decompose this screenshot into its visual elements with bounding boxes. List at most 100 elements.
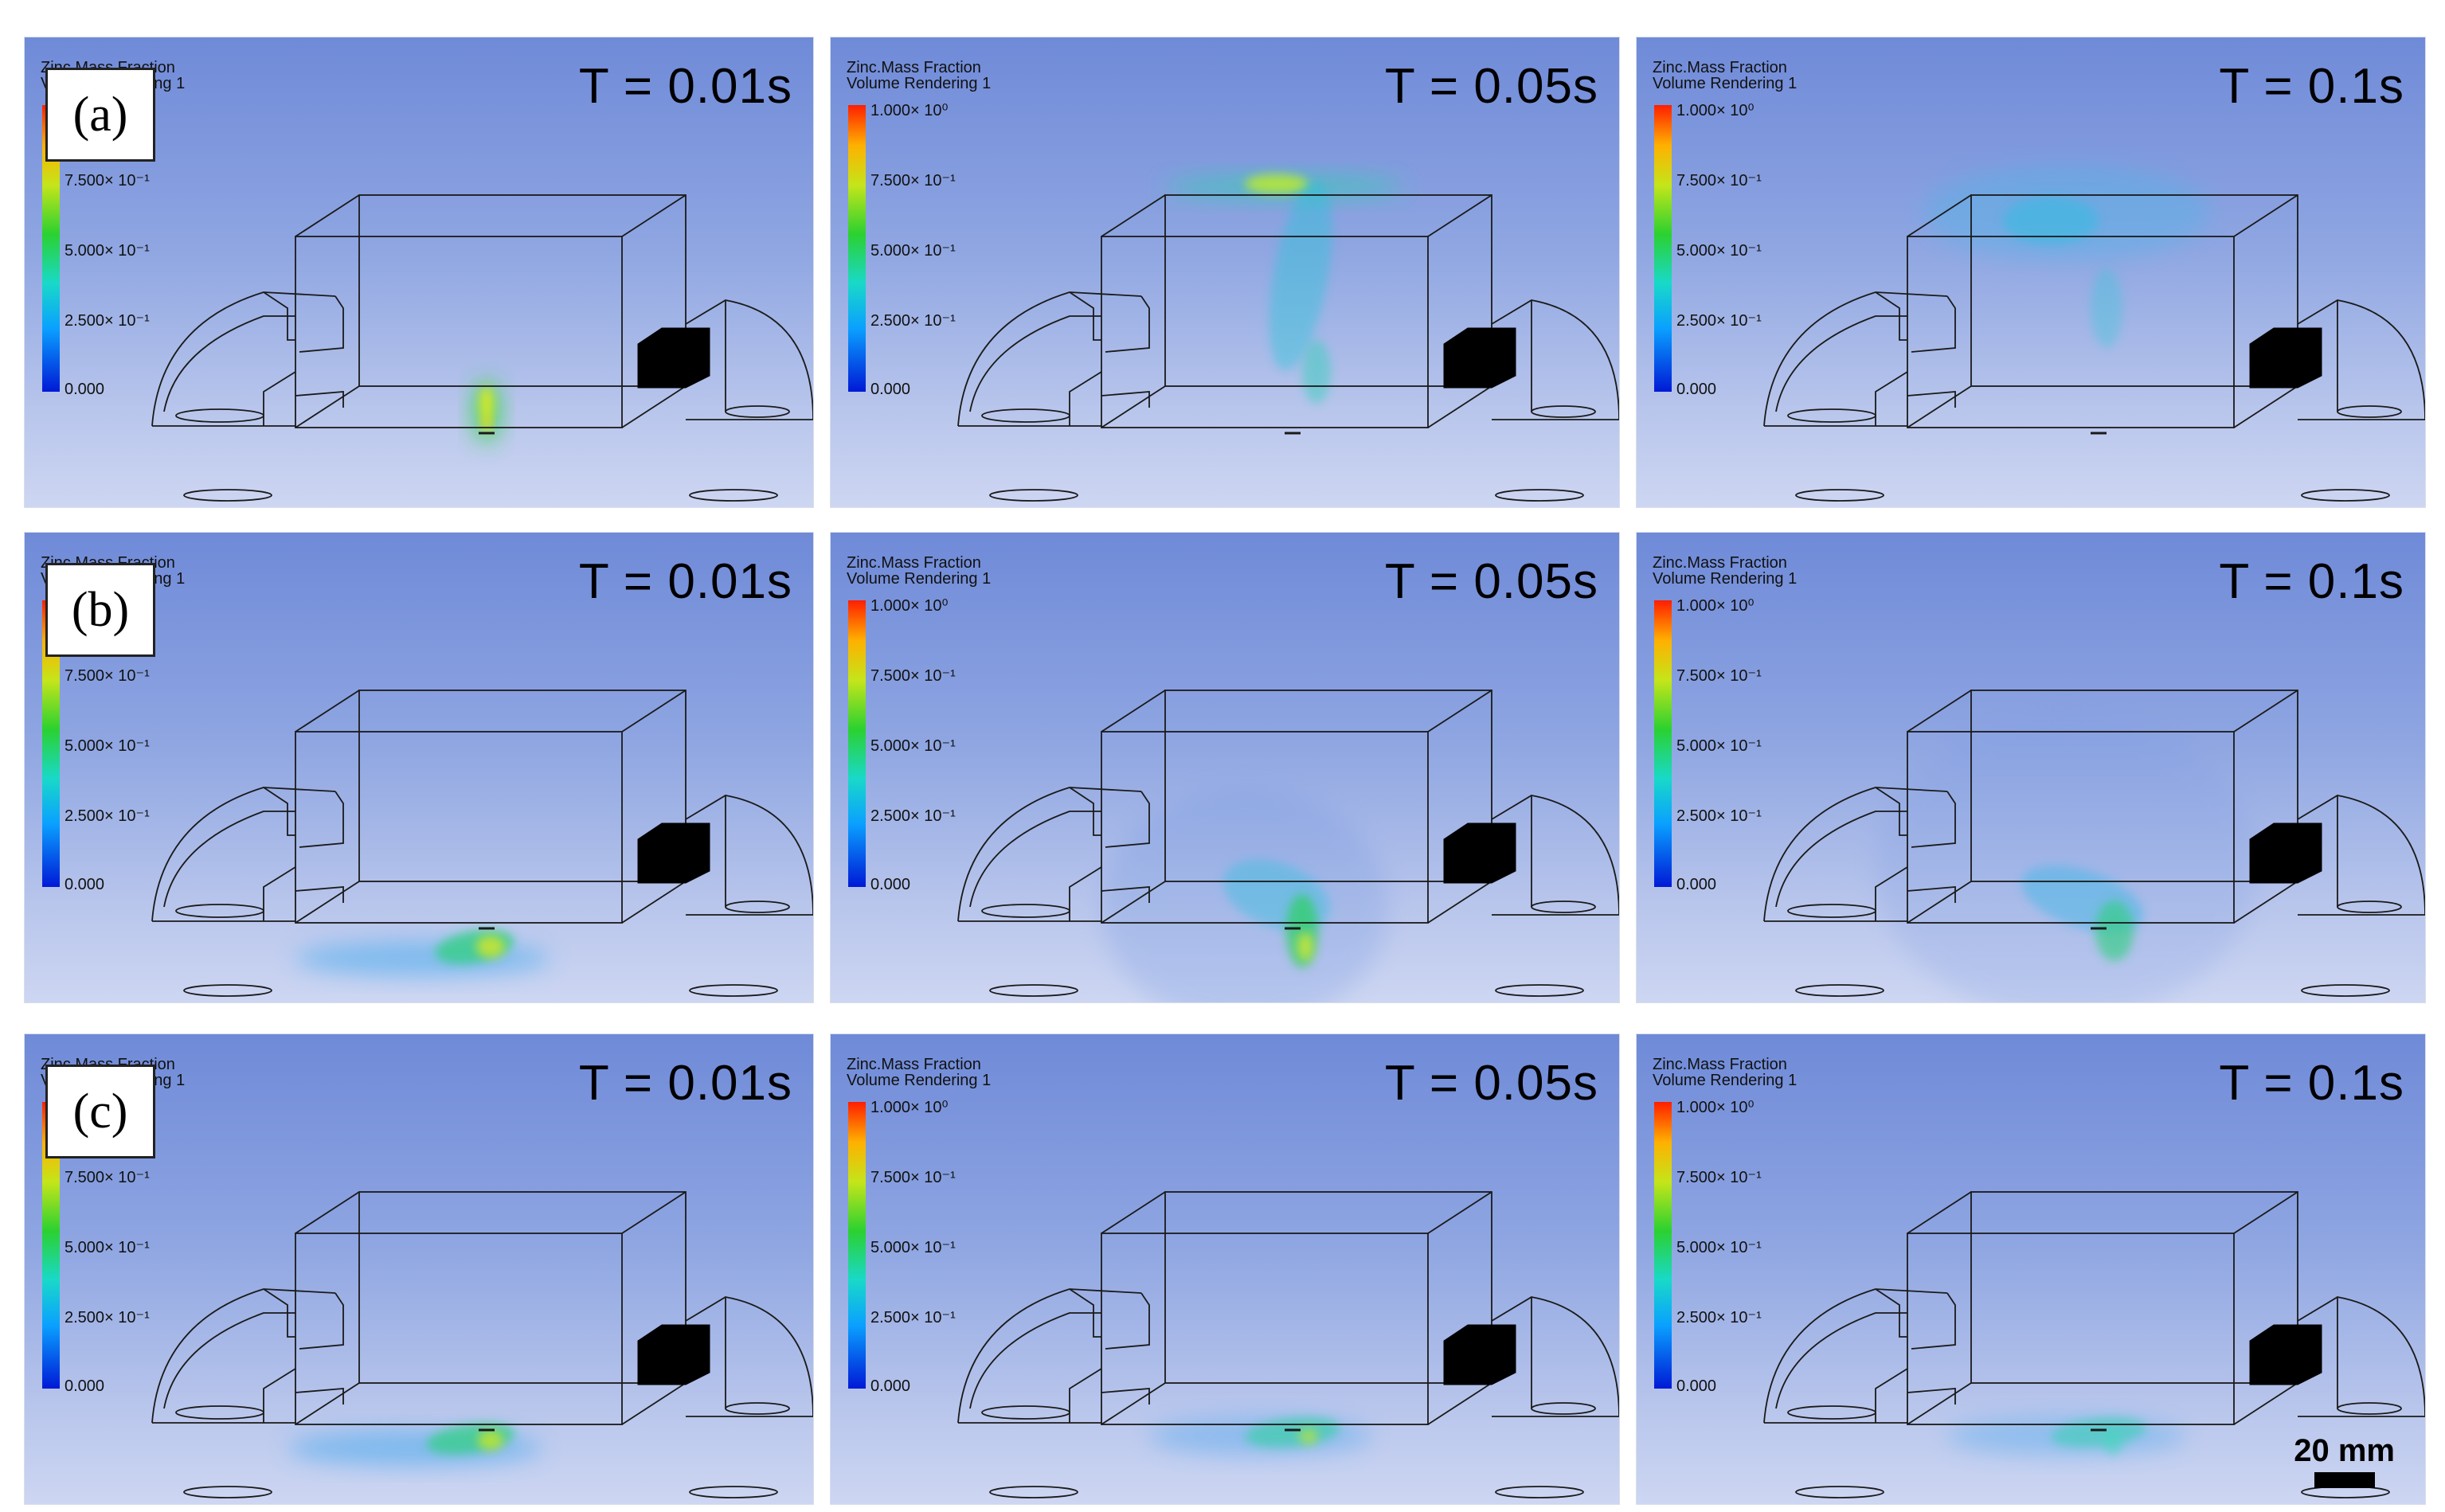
rendering-view (957, 1191, 1619, 1498)
row-label: (b) (45, 563, 155, 657)
colorbar-tick-label: 5.000× 10⁻¹ (65, 737, 150, 755)
colorbar-tick-label: 7.500× 10⁻¹ (65, 172, 150, 189)
colorbar-tick-label: 7.500× 10⁻¹ (870, 667, 956, 685)
scale-bar-line (2314, 1472, 2375, 1488)
rendering-view (1763, 1191, 2425, 1498)
colorbar-tick-label: 2.500× 10⁻¹ (65, 312, 150, 330)
colorbar-tick-label: 2.500× 10⁻¹ (1676, 807, 1762, 825)
rendering-view (957, 174, 1619, 502)
colorbar (1654, 105, 1672, 392)
black-block (637, 327, 710, 389)
time-label: T = 0.1s (2219, 554, 2404, 609)
colorbar-tick-label: 2.500× 10⁻¹ (1676, 312, 1762, 330)
scale-bar-label: 20 mm (2294, 1433, 2395, 1468)
chamber-wireframe (957, 1191, 1619, 1498)
legend-subtitle-line: Volume Rendering 1 (847, 75, 992, 92)
colorbar-tick-label: 7.500× 10⁻¹ (65, 1169, 150, 1186)
colorbar-tick-label: 1.000× 10⁰ (870, 102, 949, 119)
colorbar (42, 105, 60, 392)
colorbar-tick-label: 1.000× 10⁰ (1676, 102, 1755, 119)
rendering-view (1763, 690, 2425, 1002)
black-block (1443, 327, 1516, 389)
colorbar-tick-label: 0.000 (870, 1377, 911, 1395)
colorbar-tick-label: 0.000 (1676, 381, 1717, 398)
colorbar (1654, 600, 1672, 887)
colorbar-tick-label: 0.000 (1676, 876, 1717, 893)
colorbar-tick-label: 2.500× 10⁻¹ (1676, 1309, 1762, 1326)
colorbar (1654, 1102, 1672, 1389)
zinc-plume (295, 929, 550, 976)
zinc-plume (1101, 787, 1388, 1002)
chamber-wireframe (1763, 1191, 2425, 1498)
legend-title-line: Zinc.Mass Fraction (1653, 59, 1787, 76)
colorbar-tick-label: 5.000× 10⁻¹ (65, 242, 150, 260)
time-label: T = 0.1s (2219, 59, 2404, 114)
colorbar-tick-label: 1.000× 10⁰ (1676, 597, 1755, 615)
rendering-view (151, 690, 813, 997)
colorbar (42, 600, 60, 887)
chamber-wireframe (151, 1191, 813, 1498)
zinc-plume (1149, 1417, 1372, 1455)
colorbar-tick-label: 5.000× 10⁻¹ (65, 1239, 150, 1256)
time-label: T = 0.05s (1384, 59, 1598, 114)
chamber-wireframe (151, 194, 813, 502)
colorbar-tick-label: 1.000× 10⁰ (1676, 1099, 1755, 1116)
black-block (2249, 1324, 2322, 1385)
rendering-view (151, 194, 813, 502)
colorbar-tick-label: 2.500× 10⁻¹ (870, 1309, 956, 1326)
time-label: T = 0.01s (578, 1056, 792, 1111)
colorbar-tick-label: 2.500× 10⁻¹ (870, 807, 956, 825)
chamber-wireframe (1763, 690, 2425, 997)
time-label: T = 0.05s (1384, 554, 1598, 609)
colorbar-tick-label: 7.500× 10⁻¹ (1676, 667, 1762, 685)
colorbar-tick-label: 5.000× 10⁻¹ (1676, 242, 1762, 260)
colorbar-tick-label: 7.500× 10⁻¹ (1676, 172, 1762, 189)
colorbar-tick-label: 0.000 (1676, 1377, 1717, 1395)
colorbar (848, 105, 866, 392)
time-label: T = 0.01s (578, 554, 792, 609)
colorbar-tick-label: 5.000× 10⁻¹ (1676, 1239, 1762, 1256)
colorbar-tick-label: 0.000 (870, 876, 911, 893)
chamber-wireframe (957, 690, 1619, 997)
chamber-wireframe (957, 194, 1619, 502)
colorbar-tick-label: 0.000 (65, 1377, 105, 1395)
zinc-plume (288, 1423, 542, 1466)
legend-subtitle-line: Volume Rendering 1 (847, 570, 992, 588)
zinc-plume (1165, 174, 1404, 404)
colorbar-tick-label: 7.500× 10⁻¹ (65, 667, 150, 685)
rendering-view (1763, 165, 2425, 502)
colorbar-tick-label: 1.000× 10⁰ (870, 597, 949, 615)
zinc-plume (1876, 716, 2258, 1002)
rendering-view (151, 1191, 813, 1498)
chamber-wireframe (151, 690, 813, 997)
colorbar-tick-label: 2.500× 10⁻¹ (870, 312, 956, 330)
time-label: T = 0.01s (578, 59, 792, 114)
legend-subtitle-line: Volume Rendering 1 (1653, 1072, 1798, 1089)
black-block (637, 1324, 710, 1385)
legend-subtitle-line: Volume Rendering 1 (1653, 570, 1798, 588)
zinc-plume (1923, 165, 2210, 348)
colorbar-tick-label: 5.000× 10⁻¹ (870, 242, 956, 260)
time-label: T = 0.1s (2219, 1056, 2404, 1111)
colorbar-tick-label: 2.500× 10⁻¹ (65, 1309, 150, 1326)
colorbar (848, 1102, 866, 1389)
colorbar-tick-label: 0.000 (870, 381, 911, 398)
legend-title-line: Zinc.Mass Fraction (847, 1056, 981, 1073)
colorbar-tick-label: 7.500× 10⁻¹ (1676, 1169, 1762, 1186)
black-block (637, 822, 710, 884)
zinc-plume (1947, 1417, 2186, 1455)
legend-title-line: Zinc.Mass Fraction (847, 59, 981, 76)
